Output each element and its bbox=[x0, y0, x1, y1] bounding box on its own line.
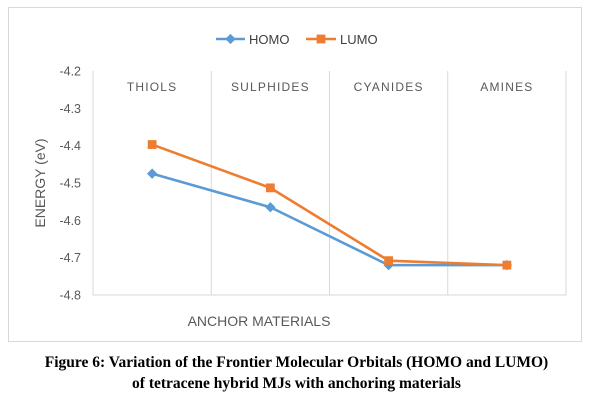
legend-lumo-marker bbox=[316, 34, 326, 44]
legend-lumo-label: LUMO bbox=[340, 32, 378, 47]
category-label: CYANIDES bbox=[354, 80, 424, 94]
y-tick-label: -4.6 bbox=[59, 214, 81, 228]
x-axis-title: ANCHOR MATERIALS bbox=[188, 313, 331, 329]
y-tick-label: -4.7 bbox=[59, 251, 81, 265]
legend: HOMO LUMO bbox=[216, 32, 378, 47]
legend-homo-marker bbox=[225, 33, 236, 45]
homo-data-point bbox=[265, 202, 276, 213]
caption-line-1: Figure 6: Variation of the Frontier Mole… bbox=[44, 354, 549, 371]
category-label: AMINES bbox=[480, 80, 533, 94]
category-label: SULPHIDES bbox=[231, 80, 310, 94]
lumo-data-point bbox=[147, 140, 157, 149]
lumo-line bbox=[150, 143, 509, 267]
y-tick-label: -4.5 bbox=[59, 177, 81, 191]
homo-data-point bbox=[146, 168, 158, 179]
gridlines bbox=[92, 71, 567, 295]
y-tick-label: -4.8 bbox=[59, 289, 81, 303]
lumo-data-point bbox=[384, 256, 394, 266]
lumo-data-point bbox=[265, 183, 275, 193]
chart-frame: HOMO LUMO -4.2 -4.3 -4.4 -4.5 -4.6 -4.7 -4.8 THI… bbox=[8, 7, 582, 342]
caption-line-2: of tetracene hybrid MJs with anchoring m… bbox=[132, 375, 461, 392]
lumo-data-point bbox=[502, 260, 512, 270]
category-label: THIOLS bbox=[127, 80, 178, 94]
y-axis-title: ENERGY (eV) bbox=[32, 138, 48, 227]
legend-homo-label: HOMO bbox=[249, 32, 289, 47]
y-tick-label: -4.2 bbox=[59, 65, 81, 79]
y-tick-label: -4.3 bbox=[59, 102, 81, 116]
chart-labels: -4.2 -4.3 -4.4 -4.5 -4.6 -4.7 -4.8 THIOLS SULPHI… bbox=[32, 65, 533, 330]
figure-caption: Figure 6: Variation of the Frontier Mole… bbox=[0, 352, 593, 394]
line-chart: HOMO LUMO -4.2 -4.3 -4.4 -4.5 -4.6 -4.7 -4.8 THI… bbox=[32, 32, 567, 330]
homo-line bbox=[150, 172, 509, 267]
y-tick-label: -4.4 bbox=[59, 139, 81, 153]
series-lines bbox=[146, 140, 513, 271]
